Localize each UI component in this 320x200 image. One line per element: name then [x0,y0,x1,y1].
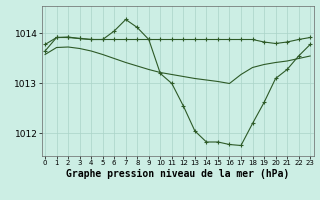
X-axis label: Graphe pression niveau de la mer (hPa): Graphe pression niveau de la mer (hPa) [66,169,289,179]
